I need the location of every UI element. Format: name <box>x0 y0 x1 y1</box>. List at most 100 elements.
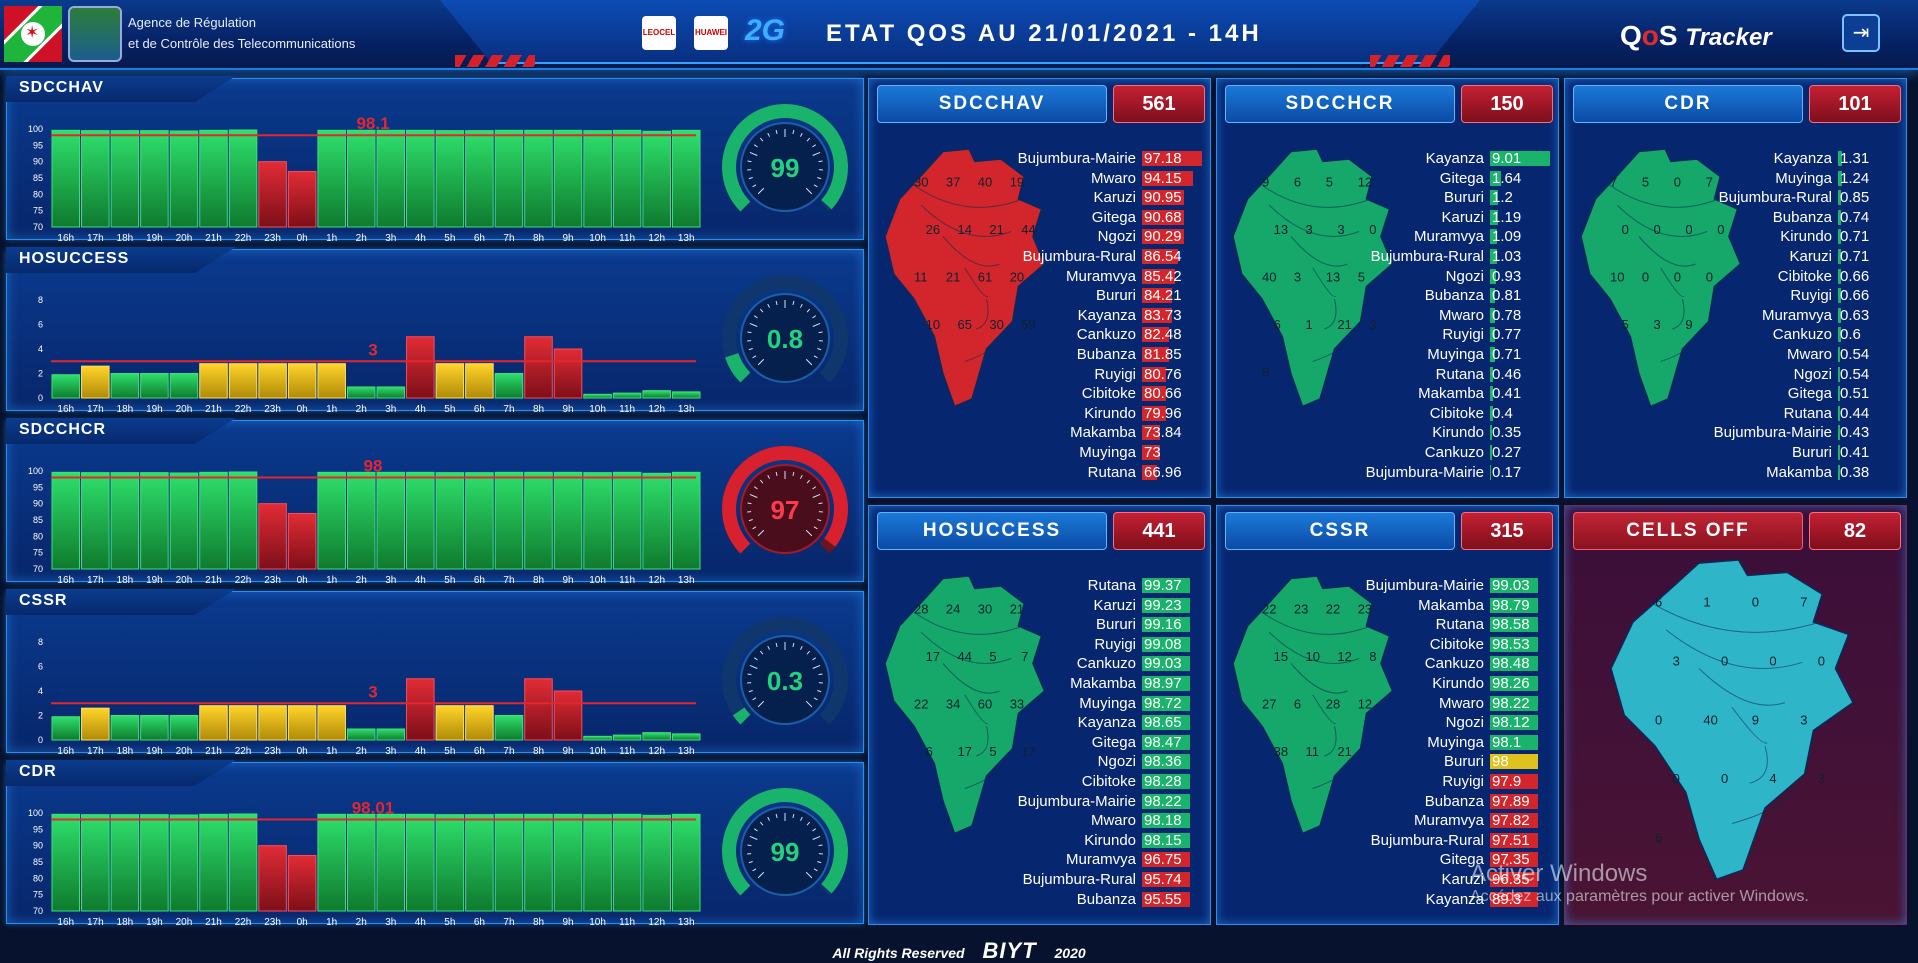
hour-bar <box>612 129 642 228</box>
kpi-title-button[interactable]: CELLS OFF <box>1573 512 1803 550</box>
panel-tab <box>6 589 236 615</box>
kpi-title-button[interactable]: SDCCHAV <box>877 85 1107 123</box>
province-row: Kirundo 79.96 <box>1018 404 1202 424</box>
hour-bar <box>346 129 376 228</box>
y-tick-label: 75 <box>33 206 43 216</box>
y-tick-label: 90 <box>33 499 43 509</box>
gauge-value: 99 <box>771 837 800 867</box>
map-count-label: 0 <box>1673 771 1680 786</box>
right-stripe-decoration <box>1370 55 1450 67</box>
map-count-label: 10 <box>926 317 940 332</box>
hour-bar <box>140 715 169 741</box>
hour-bar <box>435 705 465 741</box>
map-count-label: 0 <box>1642 270 1649 285</box>
kpi-title-button[interactable]: CDR <box>1573 85 1803 123</box>
hour-label: 3h <box>385 917 396 925</box>
hour-label: 16h <box>57 917 74 925</box>
province-name: Gitega <box>1439 851 1484 869</box>
kpi-title-button[interactable]: SDCCHCR <box>1225 85 1455 123</box>
hour-bar <box>258 503 287 570</box>
hour-bar <box>494 471 524 570</box>
hour-label: 1h <box>326 746 337 754</box>
province-name: Cibitoke <box>1777 267 1832 285</box>
hour-label: 9h <box>562 575 573 583</box>
map-count-label: 19 <box>1010 175 1024 190</box>
hour-bar <box>494 373 524 399</box>
map-count-label: 7 <box>1610 175 1617 190</box>
hour-label: 17h <box>87 404 104 412</box>
map-count-label: 3 <box>1337 222 1344 237</box>
hour-bar <box>81 130 110 228</box>
province-name: Bubanza <box>1076 890 1136 908</box>
hour-bar <box>642 130 671 228</box>
hour-bar <box>258 363 287 399</box>
hour-label: 9h <box>562 233 573 241</box>
kpi-gauge: 99 <box>722 788 848 896</box>
province-name: Mwaro <box>1786 345 1832 363</box>
province-row: Rutana 0.44 <box>1714 404 1898 424</box>
map-count-label: 30 <box>914 175 928 190</box>
value-bar <box>1838 425 1841 441</box>
province-row: Bururi 99.16 <box>1018 615 1202 635</box>
hour-label: 5h <box>444 746 455 754</box>
map-count-label: 0 <box>1685 222 1692 237</box>
province-value: 98.72 <box>1142 694 1202 714</box>
province-name: Bujumbura-Rural <box>1022 870 1136 888</box>
top-header: Agence de Régulation et de Contrôle des … <box>0 0 1918 70</box>
hour-bar <box>583 472 612 570</box>
province-value: 0.35 <box>1490 424 1522 442</box>
footer: All Rights Reserved BIYT 2020 <box>0 938 1918 963</box>
hour-label: 20h <box>176 746 193 754</box>
hour-bar <box>671 813 701 912</box>
province-name: Karuzi <box>1441 870 1484 888</box>
hour-bar <box>494 715 524 741</box>
province-value: 82.48 <box>1142 326 1182 344</box>
map-count-label: 9 <box>1685 317 1692 332</box>
hour-bar <box>524 129 553 228</box>
hour-bar <box>317 813 346 912</box>
province-row: Gitega 90.68 <box>1018 208 1202 228</box>
value-bar <box>1490 675 1538 691</box>
kpi-title-button[interactable]: CSSR <box>1225 512 1455 550</box>
hour-label: 1h <box>326 404 337 412</box>
hour-bar <box>376 386 406 399</box>
province-value: 98.48 <box>1490 654 1550 674</box>
hour-label: 23h <box>264 746 281 754</box>
map-count-label: 5 <box>1642 175 1649 190</box>
province-row: Karuzi 99.23 <box>1018 596 1202 616</box>
province-list: Bujumbura-Mairie 97.18 Mwaro 94.15 Karuzi 90.… <box>1018 149 1202 482</box>
province-row: Bujumbura-Mairie 98.22 <box>1018 792 1202 812</box>
province-value: 96.35 <box>1490 870 1550 890</box>
hour-label: 4h <box>415 575 426 583</box>
hour-bar <box>435 130 465 228</box>
province-value: 73.84 <box>1142 424 1182 442</box>
hour-bar <box>671 129 701 228</box>
province-value: 96.75 <box>1142 850 1202 870</box>
province-name: Karuzi <box>1093 189 1136 207</box>
province-name: Bujumbura-Rural <box>1370 831 1484 849</box>
map-count-label: 10 <box>1306 649 1320 664</box>
value-bar <box>1142 464 1157 480</box>
province-value: 1.64 <box>1490 169 1522 187</box>
panel-title: CSSR <box>19 592 68 609</box>
kpi-title-button[interactable]: HOSUCCESS <box>877 512 1107 550</box>
kpi-count-badge: 561 <box>1113 85 1205 123</box>
map-count-label: 28 <box>914 602 928 617</box>
panel-tab <box>6 418 236 444</box>
province-value: 0.51 <box>1838 385 1870 403</box>
y-tick-label: 8 <box>38 637 43 647</box>
y-tick-label: 100 <box>28 808 43 818</box>
exit-button[interactable]: ⇥ <box>1842 14 1880 52</box>
hour-bar <box>642 472 671 570</box>
province-value: 98.22 <box>1490 694 1550 714</box>
province-name: Ngozi <box>1097 228 1136 246</box>
hour-label: 4h <box>415 917 426 925</box>
province-value: 66.96 <box>1142 463 1182 481</box>
hour-bar <box>287 512 317 570</box>
province-row: Bujumbura-Mairie 97.18 <box>1018 149 1202 169</box>
hour-label: 9h <box>562 746 573 754</box>
province-value: 0.27 <box>1490 443 1522 461</box>
value-bar <box>1490 209 1498 225</box>
province-name: Kirundo <box>1432 674 1484 692</box>
hour-bar <box>140 130 169 228</box>
